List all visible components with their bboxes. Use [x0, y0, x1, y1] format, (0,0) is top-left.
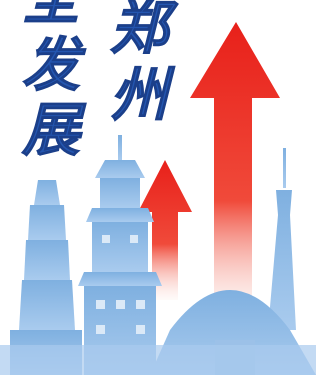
right-char: 州 [110, 61, 176, 129]
left-char: 展 [21, 96, 87, 164]
left-char: 发 [22, 31, 87, 99]
left-char: 全 [22, 0, 88, 32]
illustration: 全 发 展 郑 州 [0, 0, 316, 375]
ground [0, 345, 316, 375]
page: 全 发 展 郑 州 (() => { const data = JSON.par… [0, 0, 316, 375]
